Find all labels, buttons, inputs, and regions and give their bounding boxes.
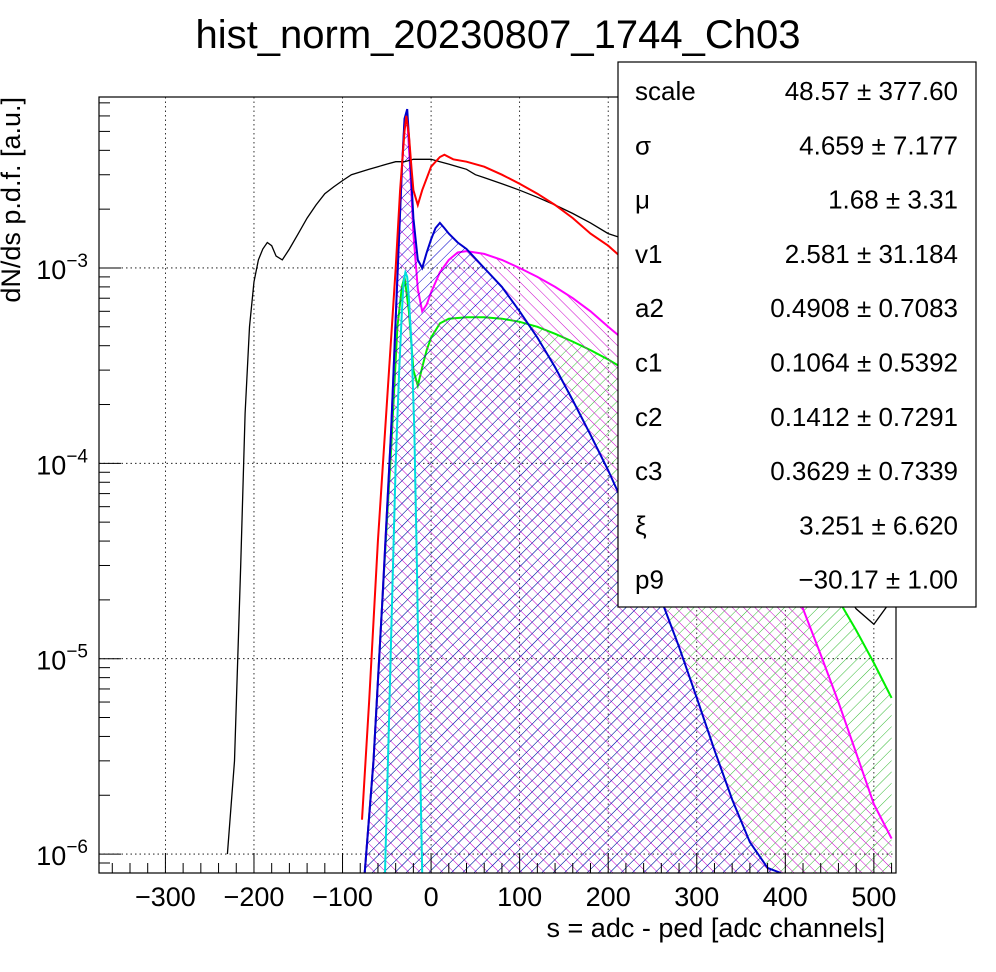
y-tick-label: 10−5 [36,642,88,676]
y-tick-label: 10−4 [36,446,88,480]
series-line-5 [384,268,424,873]
y-tick-label: 10−6 [36,837,88,871]
stat-name: μ [635,185,650,215]
stat-value: 2.581 ± 31.184 [785,239,958,269]
x-tick-label: 0 [424,882,439,912]
y-tick-exponent: −3 [66,251,88,272]
chart-title: hist_norm_20230807_1744_Ch03 [196,13,801,57]
x-axis-title: s = adc - ped [adc channels] [547,913,885,943]
stats-box: scale 48.57 ± 377.60 σ 4.659 ± 7.177 μ 1.68 ±… [617,61,977,608]
stat-value: 0.4908 ± 0.7083 [770,293,958,323]
stat-name: ξ [635,510,647,540]
y-tick-base: 10 [36,646,66,676]
y-tick-exponent: −4 [66,446,88,467]
stat-value: 4.659 ± 7.177 [799,130,958,160]
series-line-2 [363,108,782,873]
stat-name: c1 [635,348,662,378]
x-tick-label: 400 [763,882,808,912]
stat-name: c3 [635,456,662,486]
x-tick-label: 100 [497,882,542,912]
stat-value: 1.68 ± 3.31 [828,185,958,215]
y-tick-label: 10−3 [36,251,88,285]
stat-name: c2 [635,402,662,432]
stat-value: −30.17 ± 1.00 [798,565,958,595]
x-tick-label: 500 [851,882,896,912]
x-tick-labels: −300 −200 −100 0 100 200 300 400 500 [135,882,896,912]
x-tick-label: −100 [312,882,373,912]
stat-name: p9 [635,565,664,595]
x-tick-label: 200 [586,882,631,912]
stats-box-frame [617,61,977,608]
ticks [99,102,893,874]
y-tick-exponent: −5 [66,642,88,663]
stat-value: 0.1064 ± 0.5392 [770,348,958,378]
stat-value: 48.57 ± 377.60 [785,76,958,106]
stat-name: v1 [635,239,662,269]
y-tick-base: 10 [36,841,66,871]
y-tick-labels: 10−610−510−410−3 [36,251,88,871]
stat-value: 3.251 ± 6.620 [799,510,958,540]
y-tick-base: 10 [36,255,66,285]
y-tick-exponent: −6 [66,837,88,858]
stat-value: 0.1412 ± 0.7291 [770,402,958,432]
series-fill-2 [364,109,781,873]
y-axis-title: dN/ds p.d.f. [a.u.] [0,97,26,303]
stat-name: a2 [635,293,664,323]
x-tick-label: −200 [224,882,285,912]
stat-name: σ [635,130,651,160]
stat-value: 0.3629 ± 0.7339 [770,456,958,486]
x-tick-label: −300 [135,882,196,912]
y-tick-base: 10 [36,450,66,480]
stat-name: scale [635,76,696,106]
x-tick-label: 300 [674,882,719,912]
